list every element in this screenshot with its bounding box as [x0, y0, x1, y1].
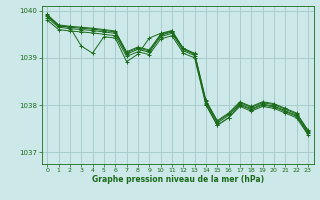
X-axis label: Graphe pression niveau de la mer (hPa): Graphe pression niveau de la mer (hPa): [92, 175, 264, 184]
